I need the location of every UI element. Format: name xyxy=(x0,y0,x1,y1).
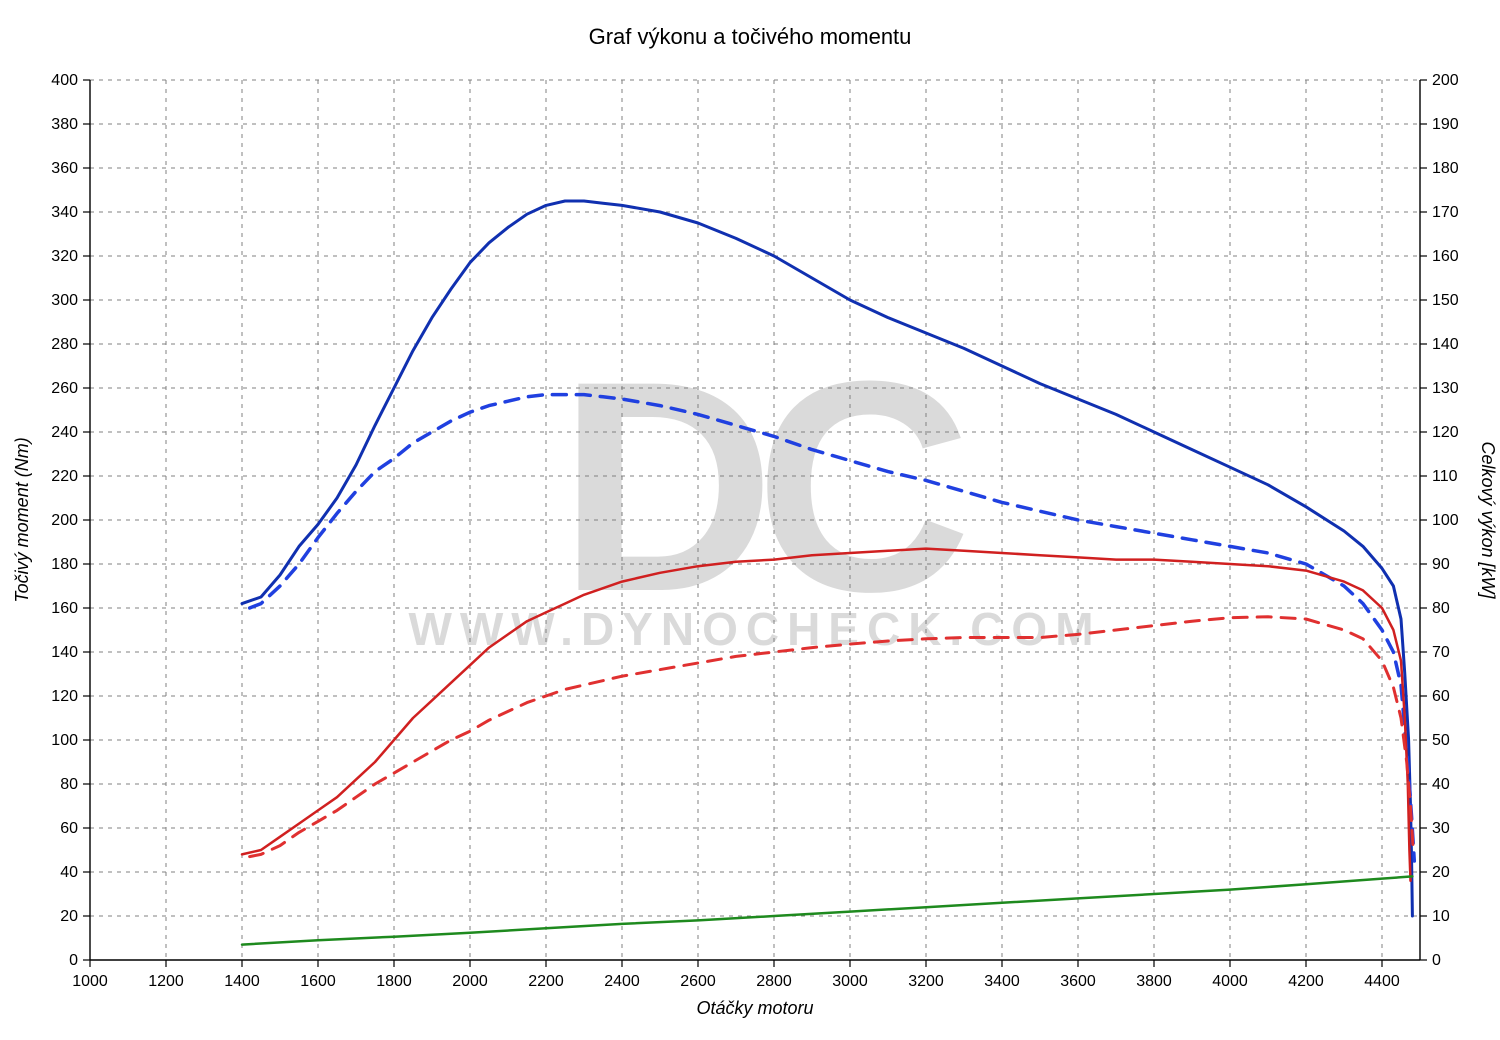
svg-text:3400: 3400 xyxy=(984,973,1020,990)
svg-text:280: 280 xyxy=(51,336,78,353)
svg-text:50: 50 xyxy=(1432,732,1450,749)
y-left-axis-label: Točivý moment (Nm) xyxy=(12,437,32,602)
svg-text:WWW.DYNOCHECK.COM: WWW.DYNOCHECK.COM xyxy=(408,603,1101,655)
x-axis-label: Otáčky motoru xyxy=(696,998,813,1018)
svg-text:400: 400 xyxy=(51,72,78,89)
chart-title: Graf výkonu a točivého momentu xyxy=(0,24,1500,50)
svg-text:2400: 2400 xyxy=(604,973,640,990)
svg-text:60: 60 xyxy=(1432,688,1450,705)
svg-text:20: 20 xyxy=(60,908,78,925)
svg-text:200: 200 xyxy=(51,512,78,529)
svg-text:160: 160 xyxy=(1432,248,1459,265)
svg-text:120: 120 xyxy=(1432,424,1459,441)
svg-text:240: 240 xyxy=(51,424,78,441)
svg-text:150: 150 xyxy=(1432,292,1459,309)
svg-text:380: 380 xyxy=(51,116,78,133)
svg-text:200: 200 xyxy=(1432,72,1459,89)
svg-text:3800: 3800 xyxy=(1136,973,1172,990)
svg-text:340: 340 xyxy=(51,204,78,221)
svg-text:2200: 2200 xyxy=(528,973,564,990)
svg-text:160: 160 xyxy=(51,600,78,617)
svg-text:180: 180 xyxy=(1432,160,1459,177)
svg-text:1600: 1600 xyxy=(300,973,336,990)
svg-text:4200: 4200 xyxy=(1288,973,1324,990)
chart-svg: DCWWW.DYNOCHECK.COM100012001400160018002… xyxy=(0,0,1500,1040)
svg-text:70: 70 xyxy=(1432,644,1450,661)
svg-text:260: 260 xyxy=(51,380,78,397)
svg-text:320: 320 xyxy=(51,248,78,265)
svg-text:110: 110 xyxy=(1432,468,1458,485)
series-loss_power xyxy=(242,876,1412,944)
svg-text:60: 60 xyxy=(60,820,78,837)
svg-text:2600: 2600 xyxy=(680,973,716,990)
svg-text:170: 170 xyxy=(1432,204,1459,221)
svg-text:1800: 1800 xyxy=(376,973,412,990)
svg-text:40: 40 xyxy=(60,864,78,881)
svg-text:220: 220 xyxy=(51,468,78,485)
svg-text:20: 20 xyxy=(1432,864,1450,881)
svg-text:80: 80 xyxy=(60,776,78,793)
svg-text:1200: 1200 xyxy=(148,973,184,990)
svg-text:300: 300 xyxy=(51,292,78,309)
svg-text:1000: 1000 xyxy=(72,973,108,990)
svg-text:180: 180 xyxy=(51,556,78,573)
svg-text:0: 0 xyxy=(69,952,78,969)
svg-text:190: 190 xyxy=(1432,116,1459,133)
svg-text:130: 130 xyxy=(1432,380,1459,397)
svg-text:4000: 4000 xyxy=(1212,973,1248,990)
svg-text:3600: 3600 xyxy=(1060,973,1096,990)
svg-text:90: 90 xyxy=(1432,556,1450,573)
svg-text:120: 120 xyxy=(51,688,78,705)
svg-text:2800: 2800 xyxy=(756,973,792,990)
svg-text:30: 30 xyxy=(1432,820,1450,837)
svg-text:40: 40 xyxy=(1432,776,1450,793)
svg-text:140: 140 xyxy=(1432,336,1459,353)
svg-text:2000: 2000 xyxy=(452,973,488,990)
y-right-axis-label: Celkový výkon [kW] xyxy=(1478,441,1498,599)
dyno-chart: Graf výkonu a točivého momentu DCWWW.DYN… xyxy=(0,0,1500,1040)
svg-text:100: 100 xyxy=(51,732,78,749)
svg-text:10: 10 xyxy=(1432,908,1450,925)
svg-text:1400: 1400 xyxy=(224,973,260,990)
svg-text:4400: 4400 xyxy=(1364,973,1400,990)
svg-text:3200: 3200 xyxy=(908,973,944,990)
svg-text:140: 140 xyxy=(51,644,78,661)
svg-text:360: 360 xyxy=(51,160,78,177)
svg-text:100: 100 xyxy=(1432,512,1459,529)
svg-text:3000: 3000 xyxy=(832,973,868,990)
svg-text:0: 0 xyxy=(1432,952,1441,969)
svg-text:80: 80 xyxy=(1432,600,1450,617)
